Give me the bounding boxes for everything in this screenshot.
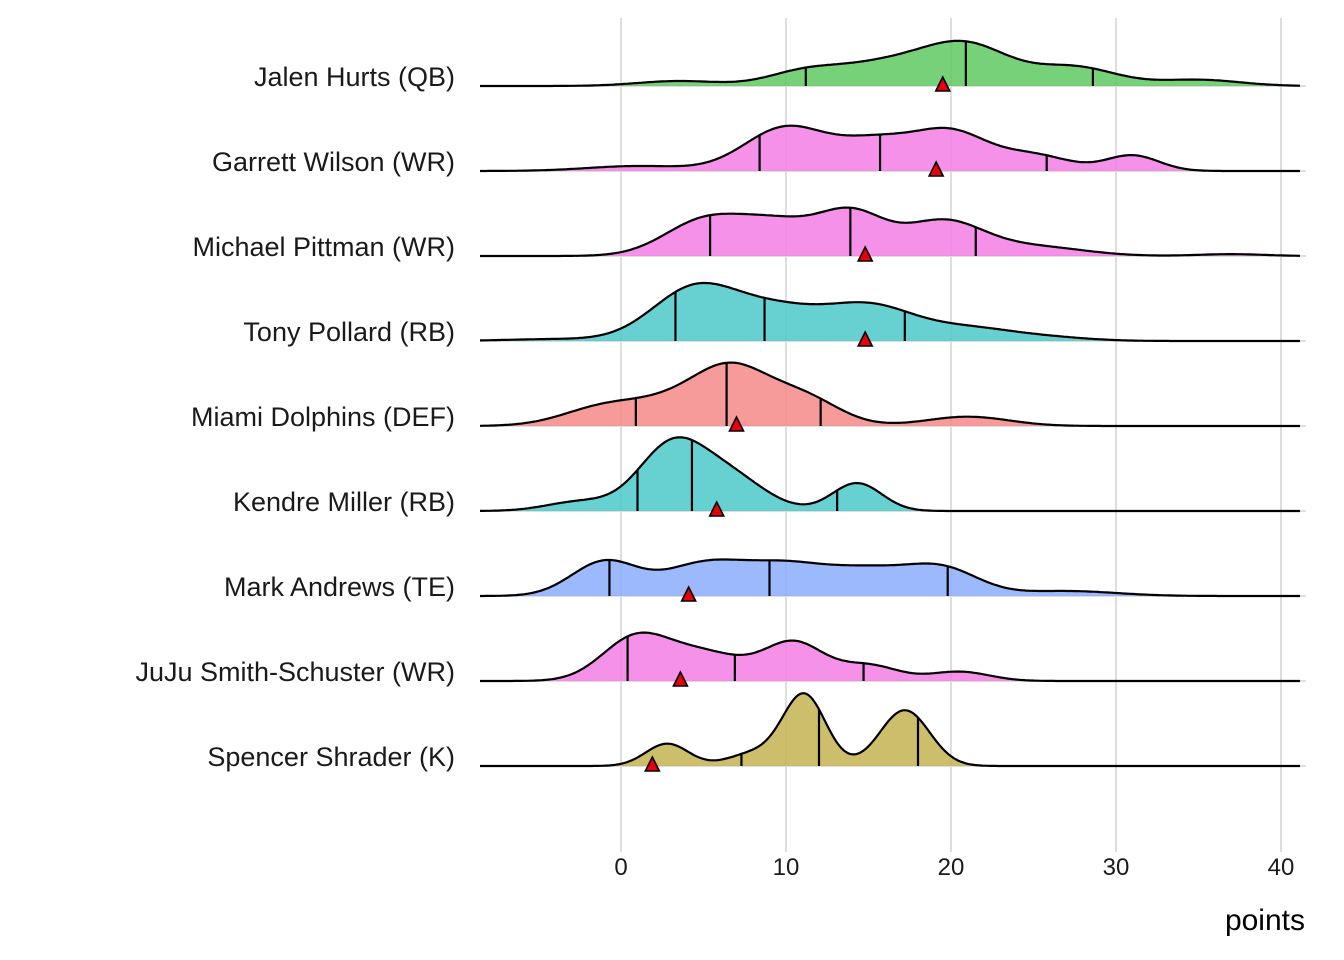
y-label: Jalen Hurts (QB) xyxy=(254,62,455,92)
ridge-outline xyxy=(480,39,1300,88)
x-tick-label: 10 xyxy=(773,854,800,881)
ridge-outline xyxy=(480,124,1300,173)
ridge-fill xyxy=(480,632,1300,681)
ridges xyxy=(480,39,1300,772)
x-tick-label: 30 xyxy=(1103,854,1130,881)
projection-marker xyxy=(644,755,661,772)
projection-marker xyxy=(728,415,745,432)
y-label: Miami Dolphins (DEF) xyxy=(191,402,455,432)
x-tick-label: 40 xyxy=(1268,854,1295,881)
ridge-group xyxy=(480,558,1300,602)
projection-marker xyxy=(708,500,725,517)
ridge-group xyxy=(480,631,1300,687)
y-label: Tony Pollard (RB) xyxy=(243,317,455,347)
ridge-group xyxy=(480,361,1300,432)
y-label: JuJu Smith-Schuster (WR) xyxy=(135,657,455,687)
ridge-fill xyxy=(480,437,1300,511)
y-axis-labels: Jalen Hurts (QB) Garrett Wilson (WR) Micha… xyxy=(135,62,455,772)
projection-marker xyxy=(856,245,874,262)
x-axis-ticks: 0 10 20 30 40 xyxy=(614,854,1294,881)
ridge-group xyxy=(480,39,1300,92)
y-label: Spencer Shrader (K) xyxy=(207,742,455,772)
ridge-fill xyxy=(480,362,1300,426)
ridge-outline xyxy=(480,692,1300,768)
ridge-fill xyxy=(480,559,1300,596)
y-label: Mark Andrews (TE) xyxy=(224,572,455,602)
ridge-outline xyxy=(480,361,1300,428)
ridge-group xyxy=(480,206,1300,262)
ridge-group xyxy=(480,692,1300,772)
y-label: Kendre Miller (RB) xyxy=(233,487,455,517)
ridge-group xyxy=(480,124,1300,177)
projection-marker xyxy=(680,585,697,602)
x-tick-label: 0 xyxy=(614,854,627,881)
projection-marker xyxy=(672,670,689,687)
y-label: Garrett Wilson (WR) xyxy=(212,147,455,177)
ridge-fill xyxy=(480,283,1300,341)
x-tick-label: 20 xyxy=(938,854,965,881)
ridge-fill xyxy=(480,40,1300,86)
ridge-fill xyxy=(480,693,1300,766)
ridge-outline xyxy=(480,631,1300,683)
ridge-fill xyxy=(480,207,1300,256)
projection-marker xyxy=(927,160,945,177)
ridge-outline xyxy=(480,206,1300,258)
ridge-fill xyxy=(480,125,1300,171)
projection-marker xyxy=(856,330,874,347)
ridge-outline xyxy=(480,558,1300,598)
ridge-group xyxy=(480,281,1300,347)
ridge-outline xyxy=(480,281,1300,343)
y-label: Michael Pittman (WR) xyxy=(192,232,455,262)
projection-marker xyxy=(934,75,952,92)
x-axis-title: points xyxy=(1225,904,1305,937)
ridge-outline xyxy=(480,436,1300,513)
ridge-group xyxy=(480,436,1300,517)
